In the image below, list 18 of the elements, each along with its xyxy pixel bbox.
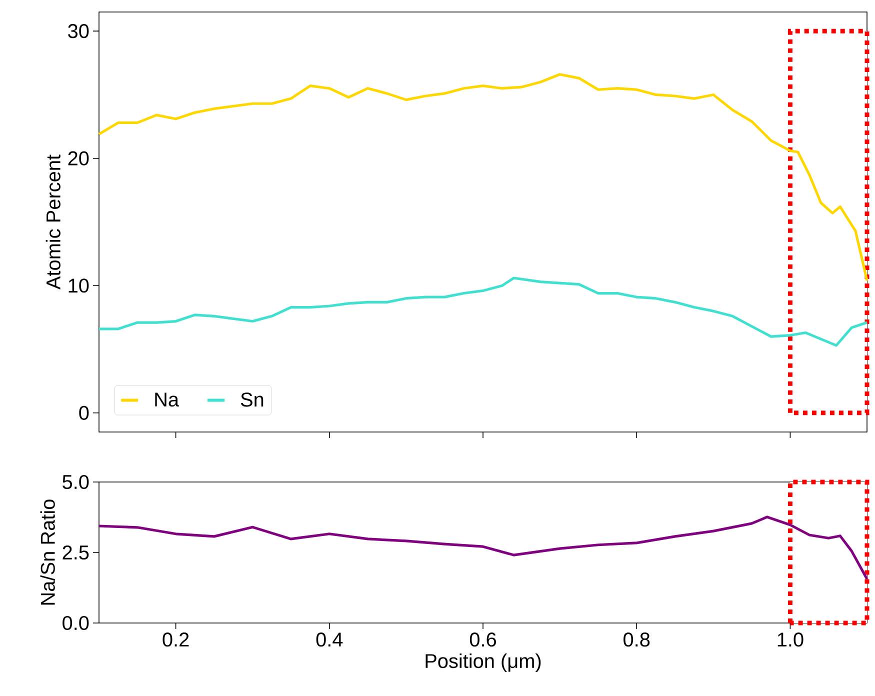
y-axis-title: Na/Sn Ratio <box>40 500 55 605</box>
y-tick-label: 10 <box>68 278 89 293</box>
x-tick-label: 0.4 <box>316 632 343 647</box>
line-series <box>98 516 868 580</box>
y-axis-title: Atomic Percent <box>46 154 60 290</box>
y-tick-label: 5.0 <box>62 474 89 490</box>
legend-label: Na <box>155 392 180 407</box>
y-tick-label: 30 <box>68 24 89 38</box>
x-tick-label: 0.8 <box>624 632 650 647</box>
legend-label: Sn <box>240 392 264 407</box>
y-tick-label: 0.0 <box>62 616 89 630</box>
x-axis-title: Position (μm) <box>426 653 541 672</box>
y-tick-label: 20 <box>68 151 89 166</box>
y-tick-label: 0 <box>79 406 89 420</box>
x-tick-label: 1.0 <box>778 632 804 647</box>
x-tick-label: 0.6 <box>470 632 496 647</box>
y-tick-label: 2.5 <box>62 545 89 560</box>
x-tick-label: 0.2 <box>162 632 189 647</box>
